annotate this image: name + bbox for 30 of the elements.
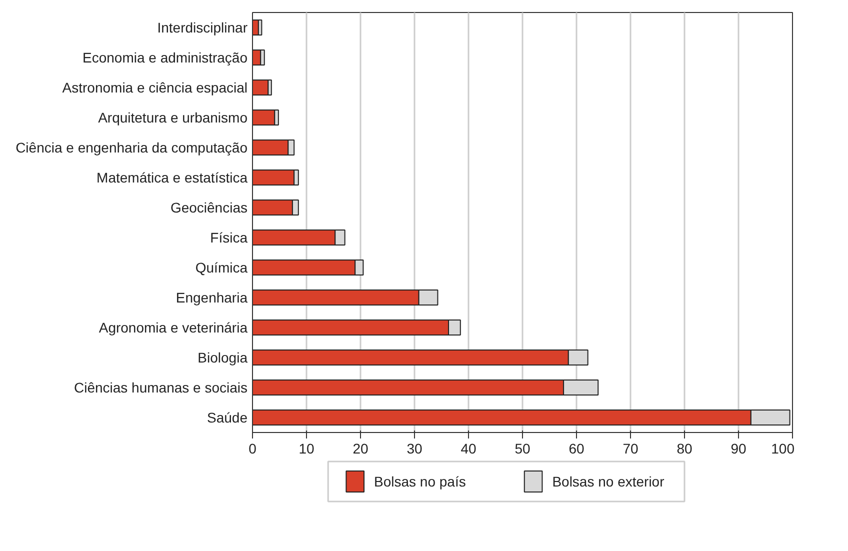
x-tick-label: 10 <box>298 440 314 456</box>
bar <box>252 170 295 186</box>
x-tick-label: 50 <box>514 440 530 456</box>
y-tick-label: Ciência e engenharia da computação <box>16 140 248 156</box>
y-tick-label: Astronomia e ciência espacial <box>62 80 248 96</box>
legend-label: Bolsas no exterior <box>552 474 665 490</box>
y-tick-label: Ciências humanas e sociais <box>74 380 248 396</box>
bar <box>252 110 276 126</box>
x-tick-label: 30 <box>406 440 422 456</box>
x-tick-label: 60 <box>568 440 584 456</box>
y-tick-label: Economia e administração <box>82 50 248 66</box>
y-tick-label: Engenharia <box>176 290 248 306</box>
y-tick-label: Matemática e estatística <box>96 170 248 186</box>
x-tick-label: 70 <box>622 440 638 456</box>
y-tick-label: Geociências <box>170 200 248 216</box>
y-tick-label: Saúde <box>207 410 248 426</box>
x-tick-label: 100 <box>771 440 795 456</box>
bar <box>252 80 269 96</box>
y-tick-label: Arquitetura e urbanismo <box>98 110 248 126</box>
y-tick-label: Agronomia e veterinária <box>98 320 248 336</box>
y-tick-label: Biologia <box>198 350 248 366</box>
x-tick-label: 80 <box>676 440 692 456</box>
legend-label: Bolsas no país <box>374 474 466 490</box>
x-tick-label: 20 <box>352 440 368 456</box>
x-tick-label: 0 <box>248 440 257 456</box>
x-tick-label: 40 <box>460 440 476 456</box>
y-tick-label: Química <box>195 260 248 276</box>
y-tick-label: Interdisciplinar <box>157 20 248 36</box>
x-tick-label: 90 <box>730 440 746 456</box>
y-tick-label: Física <box>210 230 248 246</box>
